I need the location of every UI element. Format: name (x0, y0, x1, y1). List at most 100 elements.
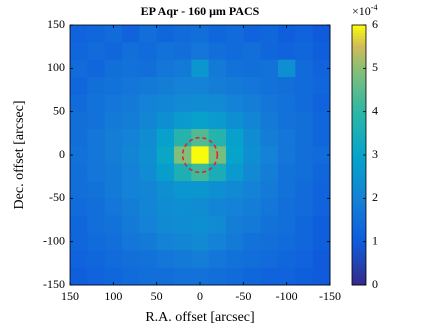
heatmap-cell (139, 42, 158, 61)
heatmap-cell (226, 250, 244, 269)
heatmap-cell (174, 59, 192, 78)
heatmap-cell (243, 42, 262, 61)
heatmap-cell (226, 267, 244, 286)
heatmap-cell (122, 25, 140, 43)
heatmap-cell (226, 59, 244, 78)
heatmap-cell (87, 267, 106, 286)
heatmap-cell (312, 77, 331, 95)
heatmap-cell (139, 94, 158, 113)
heatmap-cell (174, 129, 192, 147)
multiplier-base: ×10 (352, 4, 371, 18)
heatmap-cell (226, 181, 244, 199)
heatmap-cell (278, 111, 296, 130)
heatmap-cell (156, 111, 175, 130)
colorbar-segment (352, 69, 366, 73)
heatmap-cell (191, 42, 210, 61)
colorbar-segment (352, 142, 366, 146)
heatmap-cell (295, 198, 314, 217)
colorbar-segment (352, 56, 366, 60)
heatmap-cell (191, 267, 210, 286)
heatmap-cell (243, 250, 262, 269)
heatmap-cell (191, 94, 210, 113)
colorbar-segment (352, 194, 366, 198)
heatmap-cell (139, 250, 158, 269)
heatmap-cell (278, 59, 296, 78)
heatmap-cell (104, 215, 123, 234)
colorbar-segment (352, 196, 366, 200)
heatmap-cell (122, 215, 140, 234)
colorbar-segment (352, 246, 366, 250)
x-tick-label: -150 (319, 289, 341, 303)
heatmap-cell (226, 215, 244, 234)
heatmap-cell (139, 146, 158, 165)
colorbar-segment (352, 173, 366, 177)
colorbar-segment (352, 186, 366, 190)
heatmap-cell (174, 146, 192, 165)
heatmap-cell (278, 42, 296, 61)
heatmap-cell (122, 181, 140, 199)
colorbar-segment (352, 134, 366, 138)
colorbar-segment (352, 74, 366, 78)
heatmap-cell (226, 94, 244, 113)
colorbar-segment (352, 40, 366, 44)
heatmap-cell (260, 181, 279, 199)
colorbar-segment (352, 27, 366, 31)
heatmap-cell (139, 59, 158, 78)
heatmap-cell (295, 59, 314, 78)
heatmap-cell (312, 181, 331, 199)
heatmap-cell (122, 129, 140, 147)
heatmap-cell (70, 77, 88, 95)
heatmap-cell (104, 233, 123, 251)
heatmap-cell (139, 25, 158, 43)
colorbar-segment (352, 222, 366, 226)
heatmap-cell (226, 198, 244, 217)
heatmap-cell (70, 163, 88, 182)
colorbar-segment (352, 199, 366, 203)
heatmap-cell (70, 181, 88, 199)
colorbar-segment (352, 152, 366, 156)
multiplier-exponent: -4 (371, 3, 378, 12)
colorbar-segment (352, 105, 366, 109)
colorbar-segment (352, 212, 366, 216)
heatmap-cell (295, 163, 314, 182)
heatmap-cell (70, 129, 88, 147)
heatmap-cell (156, 77, 175, 95)
heatmap-cell (122, 42, 140, 61)
colorbar-segment (352, 144, 366, 148)
heatmap-cell (174, 233, 192, 251)
heatmap-cell (174, 94, 192, 113)
colorbar-segment (352, 147, 366, 151)
colorbar-segment (352, 207, 366, 211)
colorbar-segment (352, 238, 366, 242)
heatmap-cell (226, 163, 244, 182)
colorbar-segment (352, 118, 366, 122)
heatmap-cell (122, 233, 140, 251)
heatmap-cell (139, 163, 158, 182)
heatmap-cell (174, 77, 192, 95)
colorbar-segment (352, 240, 366, 244)
heatmap-cell (122, 77, 140, 95)
colorbar-segment (352, 225, 366, 229)
heatmap-cell (156, 250, 175, 269)
colorbar-segment (352, 214, 366, 218)
heatmap-cell (191, 129, 210, 147)
heatmap-cell (312, 111, 331, 130)
heatmap-cell (295, 181, 314, 199)
heatmap-cell (70, 215, 88, 234)
colorbar-segment (352, 282, 366, 286)
colorbar-segment (352, 25, 366, 29)
colorbar-segment (352, 178, 366, 182)
heatmap-cell (260, 77, 279, 95)
heatmap-cell (295, 42, 314, 61)
colorbar-segment (352, 235, 366, 239)
heatmap-cell (122, 59, 140, 78)
x-tick-label: 100 (104, 289, 122, 303)
colorbar-tick-label: 4 (372, 103, 378, 117)
heatmap-cell (278, 129, 296, 147)
colorbar-segment (352, 230, 366, 234)
heatmap-cell (87, 181, 106, 199)
heatmap-cell (312, 129, 331, 147)
heatmap-cell (243, 94, 262, 113)
heatmap-cell (139, 181, 158, 199)
